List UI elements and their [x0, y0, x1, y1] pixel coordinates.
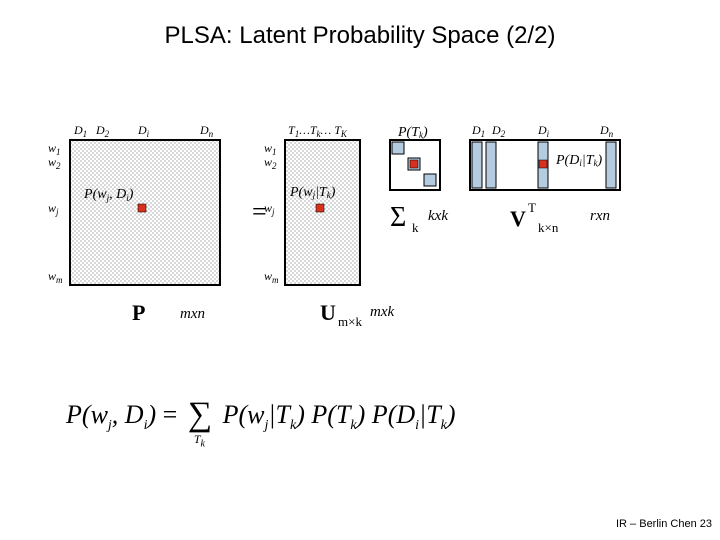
svg-text:Di: Di: [137, 123, 150, 139]
v-matrix-sup: T: [528, 200, 536, 215]
v-matrix-sub: k×n: [538, 220, 559, 235]
svg-text:Di: Di: [537, 123, 550, 139]
svg-text:wm: wm: [264, 269, 279, 285]
sigma-cell-label: P(Tk): [397, 125, 428, 140]
v-matrix: D1 D2 Di Dn P(Di|Tk): [470, 123, 620, 190]
p-matrix-dim: mxn: [180, 306, 205, 322]
sigma-cell-marker: [410, 160, 418, 168]
svg-text:wm: wm: [48, 269, 63, 285]
svg-text:D1: D1: [471, 123, 485, 139]
svg-text:w2: w2: [48, 155, 61, 171]
sigma-symbol: Σ: [390, 202, 406, 233]
v-matrix-dim: rxn: [590, 208, 610, 224]
svg-text:wj: wj: [264, 201, 275, 217]
svg-text:T1…Tk… TK: T1…Tk… TK: [288, 123, 348, 139]
svg-text:D1: D1: [73, 123, 87, 139]
p-cell-marker: [138, 204, 146, 212]
slide-footer: IR – Berlin Chen 23: [616, 518, 712, 530]
sigma-sub: k: [412, 220, 419, 235]
sigma-matrix: P(Tk): [390, 125, 440, 190]
plsa-decomposition-diagram: D1 D2 Di Dn w1 w2 wj wm P(wj, Di) P mxn …: [40, 120, 680, 370]
u-matrix-name: U: [320, 300, 336, 325]
v-cell-marker: [539, 160, 547, 168]
svg-text:D2: D2: [95, 123, 110, 139]
svg-text:D2: D2: [491, 123, 506, 139]
p-cell-label: P(wj, Di): [83, 187, 134, 203]
page-title: PLSA: Latent Probability Space (2/2): [0, 22, 720, 50]
p-matrix-name: P: [132, 300, 145, 325]
u-matrix: T1…Tk… TK w1 w2 wj wm P(wj|Tk): [264, 123, 360, 285]
svg-text:w2: w2: [264, 155, 277, 171]
svg-text:wj: wj: [48, 201, 59, 217]
sigma-dim: kxk: [428, 208, 448, 224]
u-matrix-dim: mxk: [370, 304, 394, 320]
svg-text:Dn: Dn: [599, 123, 614, 139]
svg-text:Dn: Dn: [199, 123, 214, 139]
p-matrix: D1 D2 Di Dn w1 w2 wj wm P(wj, Di): [48, 123, 220, 285]
decomposition-formula: P(wj, Di) = ∑ Tk P(wj|Tk) P(Tk) P(Di|Tk): [66, 400, 456, 434]
u-cell-marker: [316, 204, 324, 212]
u-matrix-sub: m×k: [338, 314, 362, 329]
v-matrix-name: V: [510, 206, 526, 231]
